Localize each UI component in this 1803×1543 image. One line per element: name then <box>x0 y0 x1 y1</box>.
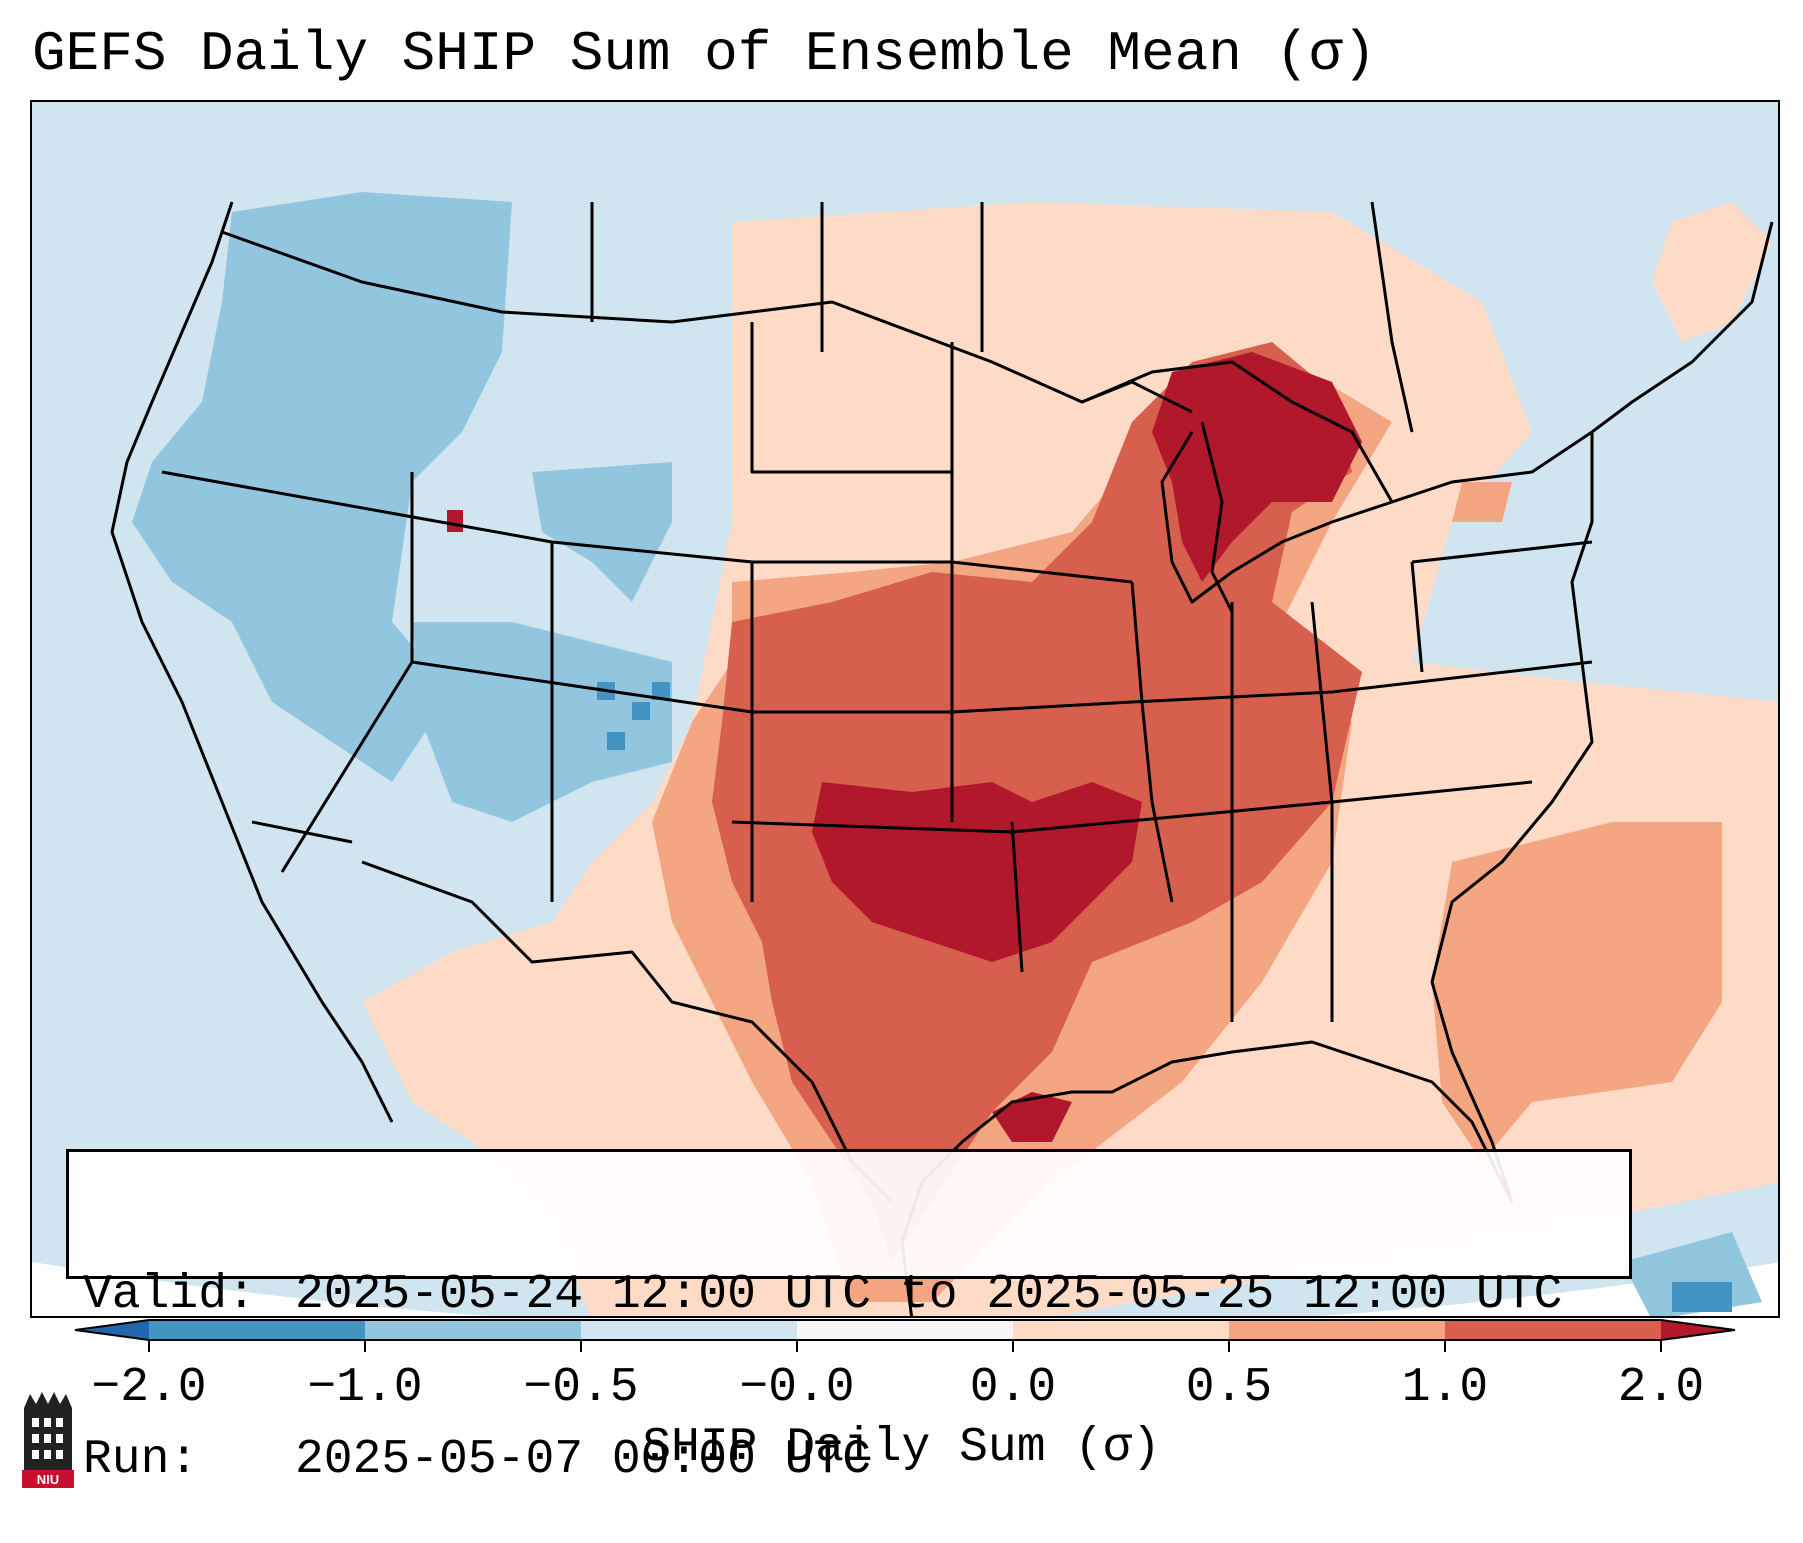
logo-text: NIU <box>37 1472 59 1487</box>
colorbar-tick-label: 2.0 <box>1617 1361 1705 1415</box>
colorbar-tick-label: 1.0 <box>1401 1361 1489 1415</box>
colorbar-tick-label: −0.5 <box>523 1361 639 1415</box>
niu-logo-icon: NIU <box>22 1392 74 1488</box>
colorbar-tick-label: −1.0 <box>307 1361 423 1415</box>
valid-time-box: Valid: 2025-05-24 12:00 UTC to 2025-05-25… <box>66 1149 1632 1487</box>
colorbar-seg-1 <box>149 1320 365 1340</box>
strong-negative-cells <box>597 682 1732 1312</box>
colorbar-tick-label: 0.5 <box>1185 1361 1273 1415</box>
colorbar-tick-label: −2.0 <box>91 1361 207 1415</box>
run-value: 2025-05-07 00:00 UTC <box>295 1433 872 1487</box>
colorbar-seg-5 <box>1013 1320 1229 1340</box>
colorbar-label: SHIP Daily Sum (σ) <box>642 1421 1161 1475</box>
colorbar-arrow-low <box>75 1320 149 1340</box>
colorbar-seg-7 <box>1445 1320 1661 1340</box>
colorbar-tick-label: −0.0 <box>739 1361 855 1415</box>
colorbar <box>74 1319 1736 1352</box>
anomaly-map <box>32 102 1778 1316</box>
valid-label: Valid: <box>83 1268 256 1322</box>
colorbar-arrow-high <box>1661 1320 1735 1340</box>
boundaries <box>110 201 1774 1316</box>
map-panel[interactable] <box>30 100 1780 1318</box>
colorbar-seg-2 <box>365 1320 581 1340</box>
colorbar-seg-6 <box>1229 1320 1445 1340</box>
run-label: Run: <box>83 1433 199 1487</box>
valid-value: 2025-05-24 12:00 UTC to 2025-05-25 12:00… <box>295 1268 1563 1322</box>
colorbar-seg-3 <box>581 1320 797 1340</box>
projection-edge <box>32 1262 1778 1316</box>
map-title: GEFS Daily SHIP Sum of Ensemble Mean (σ) <box>32 22 1377 86</box>
colorbar-tick-label: 0.0 <box>969 1361 1057 1415</box>
colorbar-ticks <box>148 1340 1662 1352</box>
colorbar-seg-4 <box>797 1320 1013 1340</box>
